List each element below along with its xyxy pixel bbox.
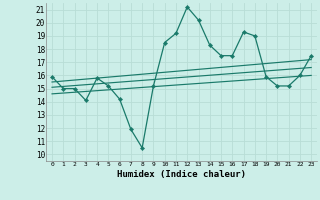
X-axis label: Humidex (Indice chaleur): Humidex (Indice chaleur): [117, 170, 246, 179]
